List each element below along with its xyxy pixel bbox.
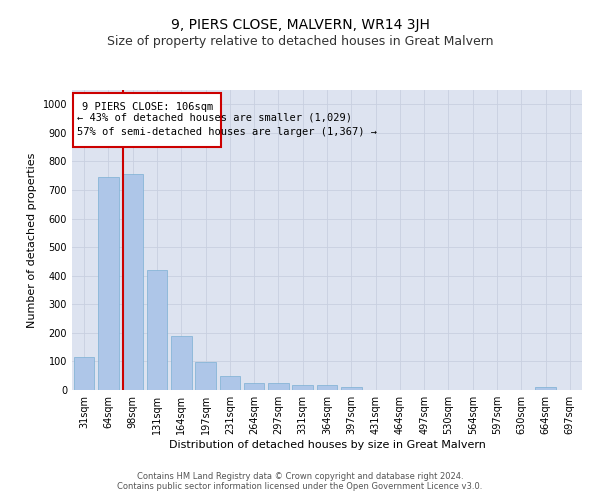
Bar [74,357,94,390]
Bar [292,385,313,390]
Bar [195,362,216,390]
X-axis label: Distribution of detached houses by size in Great Malvern: Distribution of detached houses by size … [169,440,485,450]
Bar [98,177,119,390]
Text: Size of property relative to detached houses in Great Malvern: Size of property relative to detached ho… [107,35,493,48]
Text: 9 PIERS CLOSE: 106sqm: 9 PIERS CLOSE: 106sqm [82,102,213,112]
FancyBboxPatch shape [73,93,221,146]
Bar [146,270,167,390]
Bar [244,383,265,390]
Bar [171,336,191,390]
Bar [341,387,362,390]
Text: Contains HM Land Registry data © Crown copyright and database right 2024.: Contains HM Land Registry data © Crown c… [137,472,463,481]
Bar [220,376,240,390]
Text: 9, PIERS CLOSE, MALVERN, WR14 3JH: 9, PIERS CLOSE, MALVERN, WR14 3JH [170,18,430,32]
Bar [268,383,289,390]
Bar [535,387,556,390]
Bar [122,174,143,390]
Y-axis label: Number of detached properties: Number of detached properties [27,152,37,328]
Text: 57% of semi-detached houses are larger (1,367) →: 57% of semi-detached houses are larger (… [77,126,377,136]
Text: Contains public sector information licensed under the Open Government Licence v3: Contains public sector information licen… [118,482,482,491]
Bar [317,385,337,390]
Text: ← 43% of detached houses are smaller (1,029): ← 43% of detached houses are smaller (1,… [77,113,352,123]
